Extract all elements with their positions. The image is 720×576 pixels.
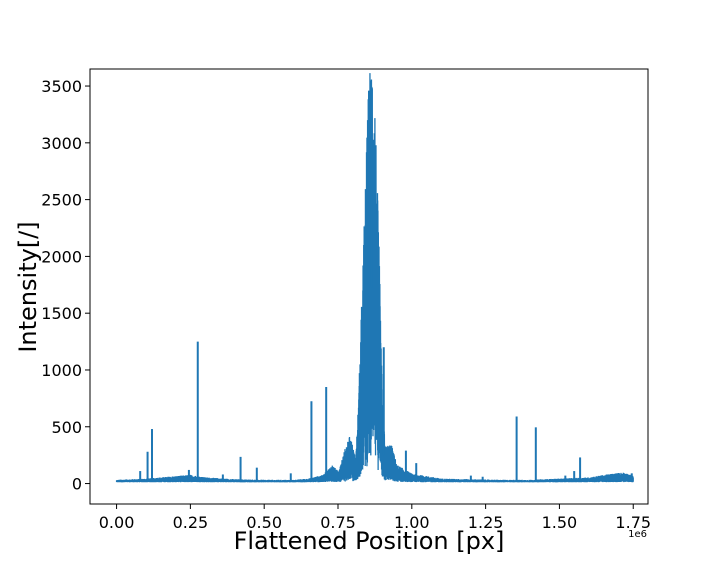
x-tick-label: 1.50 [542,513,578,532]
y-tick-label: 1500 [41,304,82,323]
axes-frame [89,68,649,505]
y-tick-label: 0 [72,475,82,494]
x-tick-label: 1.25 [468,513,504,532]
plot-area [89,68,649,505]
series-layer [115,73,634,483]
x-axis-ticks: 0.00 0.25 0.50 0.75 1.00 1.25 1.50 1.75 [99,504,651,532]
x-tick-label: 0.50 [246,513,282,532]
y-axis-ticks: 0 500 1000 1500 2000 2500 3000 3500 [41,77,90,494]
x-tick-label: 1.00 [394,513,430,532]
y-tick-label: 1000 [41,361,82,380]
x-tick-label: 0.00 [99,513,135,532]
x-tick-label: 0.25 [173,513,209,532]
y-axis-label: Intensity[/] [14,221,42,352]
y-tick-label: 2000 [41,247,82,266]
y-tick-label: 3500 [41,77,82,96]
x-tick-label: 0.75 [320,513,356,532]
x-tick-label: 1.75 [615,513,651,532]
y-tick-label: 2500 [41,191,82,210]
y-tick-label: 3000 [41,134,82,153]
x-offset-label: 1e6 [628,529,647,540]
intensity-series-line [115,73,634,483]
y-tick-label: 500 [51,418,82,437]
x-axis-label: Flattened Position [px] [234,527,505,555]
